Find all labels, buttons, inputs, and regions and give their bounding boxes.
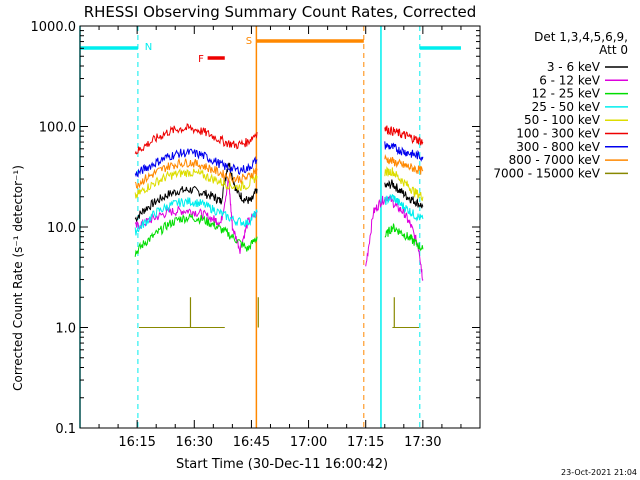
x-tick-label: 17:15 [347,435,384,450]
x-tick-label: 16:30 [176,435,213,450]
legend-label: 800 - 7000 keV [509,153,601,167]
series-line [384,153,424,175]
series-line [134,168,258,199]
series-line [134,213,258,257]
event-label: F [198,54,204,65]
legend-label: 25 - 50 keV [532,100,601,114]
series-line [384,141,424,162]
series-line [134,178,258,254]
event-label: N [145,42,152,53]
series-line [384,125,424,146]
x-tick-label: 17:30 [404,435,441,450]
series-line [384,223,424,252]
legend-label: 100 - 300 keV [516,127,600,141]
legend-header-line2: Att 0 [599,43,628,57]
series-line [134,148,258,178]
series-line [134,123,258,155]
y-tick-label: 1.0 [55,322,76,337]
axes: 0.1 1.0 10.0 100.0 1000.0 16:15 16:30 16:45 17:0… [31,20,481,450]
footer-date: 23-Oct-2021 21:04 [561,468,637,477]
legend-label: 3 - 6 keV [547,60,601,74]
legend-label: 12 - 25 keV [532,87,601,101]
legend-label: 7000 - 15000 keV [493,166,600,180]
series-line [134,157,258,190]
series-line [365,195,424,281]
y-tick-label: 1000.0 [31,20,77,35]
x-axis-label: Start Time (30-Dec-11 16:00:42) [176,457,388,472]
x-tick-label: 17:00 [290,435,327,450]
y-tick-label: 10.0 [47,221,76,236]
series-line [134,197,258,236]
series-line [384,194,424,222]
series-layer [134,123,424,328]
legend-header-line1: Det 1,3,4,5,6,9, [534,30,628,44]
series-line [134,162,258,223]
series-line [384,179,424,209]
y-axis-label: Corrected Count Rate (s⁻¹ detector⁻¹) [11,165,25,391]
legend-label: 300 - 800 keV [516,140,600,154]
event-label: S [246,36,252,47]
y-tick-label: 100.0 [39,121,76,136]
x-tick-label: 16:15 [118,435,155,450]
series-line [384,166,424,202]
x-tick-label: 16:45 [233,435,270,450]
chart-title: RHESSI Observing Summary Count Rates, Co… [84,3,477,21]
y-tick-label: 0.1 [55,422,76,437]
legend-label: 50 - 100 keV [524,113,601,127]
legend-label: 6 - 12 keV [539,73,601,87]
